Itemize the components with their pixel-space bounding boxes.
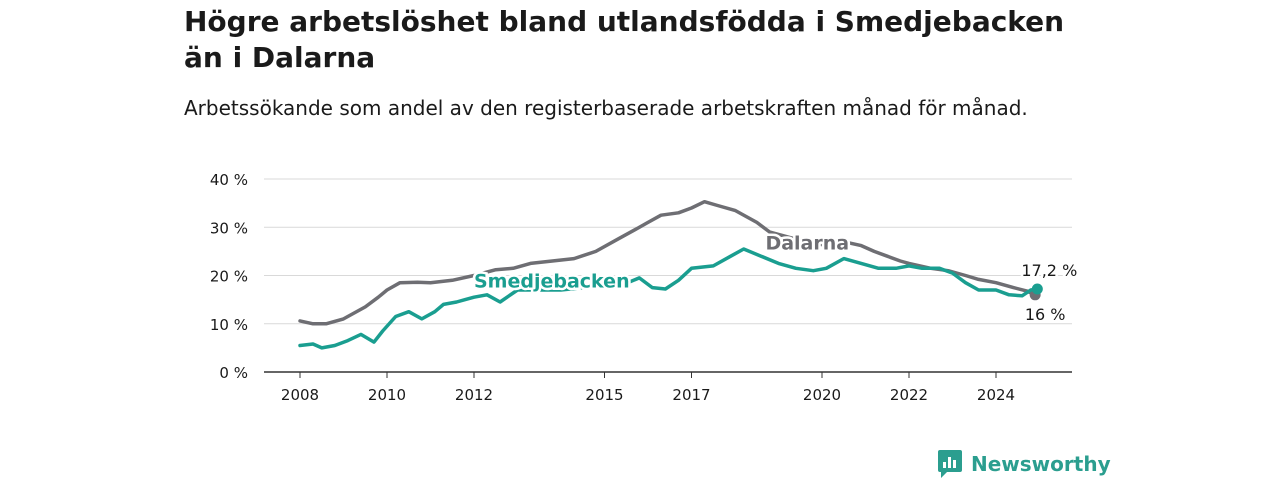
x-tick-label: 2022 — [890, 386, 928, 404]
x-axis-ticks: 2008 2010 2012 2015 2017 2020 2022 2024 — [281, 372, 1015, 404]
newsworthy-logo: Newsworthy — [937, 449, 1111, 479]
y-tick-label: 40 % — [210, 171, 248, 189]
end-point-smedjebacken — [1031, 283, 1043, 295]
x-tick-label: 2020 — [803, 386, 841, 404]
chart-title: Högre arbetslöshet bland utlandsfödda i … — [184, 5, 1065, 74]
series-label-dalarna: Dalarna — [765, 232, 849, 254]
x-tick-label: 2010 — [368, 386, 406, 404]
series-lines — [298, 199, 1043, 350]
gridlines — [264, 178, 1072, 373]
y-axis-ticks: 0 % 10 % 20 % 30 % 40 % — [210, 171, 248, 382]
series-labels: Dalarna Smedjebacken 17,2 % 16 % — [472, 230, 1080, 326]
brand-name: Newsworthy — [971, 452, 1111, 476]
series-label-smedjebacken: Smedjebacken — [474, 271, 630, 293]
end-label-smedjebacken: 17,2 % — [1021, 261, 1077, 280]
chart-subtitle: Arbetssökande som andel av den registerb… — [184, 96, 1028, 120]
end-label-dalarna: 16 % — [1025, 305, 1066, 324]
x-tick-label: 2015 — [585, 386, 623, 404]
series-line-dalarna — [298, 199, 1037, 326]
y-tick-label: 0 % — [219, 364, 248, 382]
x-tick-label: 2008 — [281, 386, 319, 404]
x-tick-label: 2017 — [672, 386, 710, 404]
y-tick-label: 30 % — [210, 219, 248, 237]
series-line-smedjebacken — [298, 247, 1040, 350]
x-tick-label: 2024 — [977, 386, 1015, 404]
y-tick-label: 20 % — [210, 268, 248, 286]
x-tick-label: 2012 — [455, 386, 493, 404]
y-tick-label: 10 % — [210, 316, 248, 334]
newsworthy-icon — [938, 450, 962, 478]
